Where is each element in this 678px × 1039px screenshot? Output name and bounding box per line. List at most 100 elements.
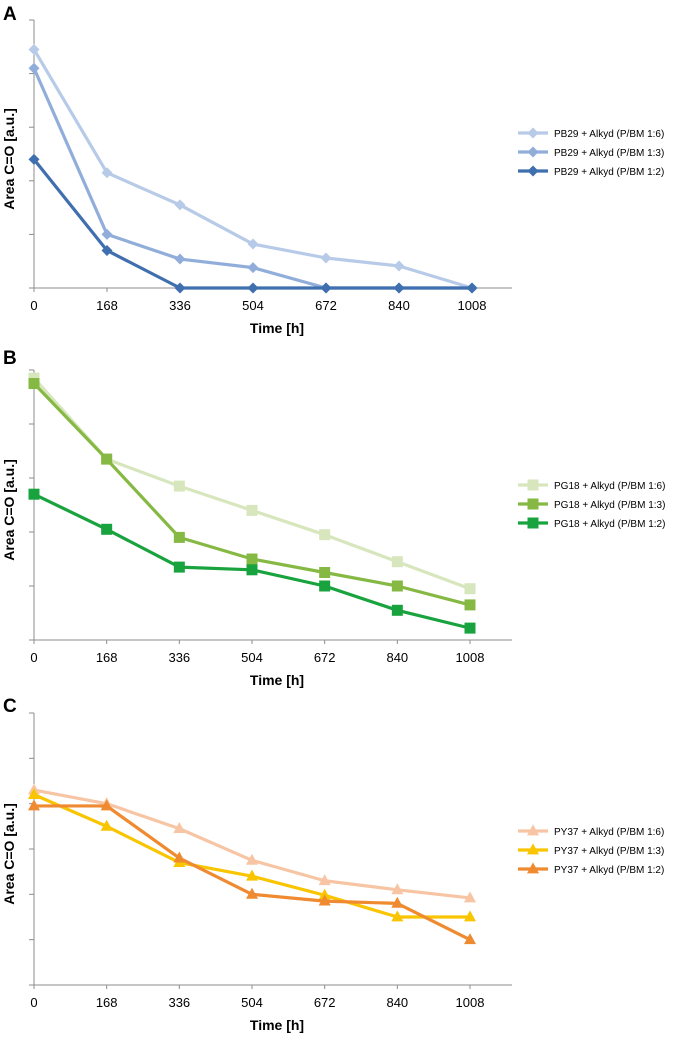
data-point [246,869,258,881]
legend-label: PY37 + Alkyd (P/BM 1:2) [554,865,664,876]
data-point [247,262,259,274]
legend-item: PY37 + Alkyd (P/BM 1:2) [518,862,664,876]
x-tick-label: 168 [96,298,118,313]
y-axis-title: Area C=O [a.u.] [1,803,17,905]
data-point [466,282,478,294]
series-2 [28,62,478,294]
data-point [101,453,113,465]
data-point [320,282,332,294]
data-point [318,874,331,886]
x-tick-label: 840 [388,298,410,313]
data-point [174,199,186,211]
x-tick-label: 504 [241,650,263,665]
data-point [173,561,185,573]
data-point [173,822,186,833]
x-tick-label: 504 [242,298,264,313]
legend-item: PG18 + Alkyd (P/BM 1:3) [518,498,665,511]
data-point [173,851,186,863]
panel-a: A 0 168 336 504 672 840 1008 Time [h] Area C=O [… [1,4,664,336]
data-point [174,253,186,265]
data-point [247,282,259,294]
panel-letter-c: C [3,696,17,717]
data-point [319,567,331,578]
panel-b: B 0 168 336 504 672 840 1008 Time [h] Area C=O [… [1,348,665,688]
data-point [101,244,113,256]
legend-item: PY37 + Alkyd (P/BM 1:6) [518,824,664,838]
x-axis-title: Time [h] [250,1017,304,1033]
panel-c: C 0 168 336 504 672 840 1008 Time [h] Area C=O [… [1,696,664,1033]
data-point [319,529,331,541]
x-tick-label: 168 [96,650,118,665]
data-point [464,583,476,595]
data-point [391,896,404,908]
data-point [28,62,40,74]
legend-swatch-marker [527,498,539,510]
data-point [173,531,185,543]
data-point [246,504,258,516]
legend-item: PB29 + Alkyd (P/BM 1:6) [518,127,664,140]
data-point [391,910,404,922]
data-point [393,282,405,294]
x-tick-label: 1008 [458,298,487,313]
data-point [391,604,403,616]
data-point [464,910,476,922]
series-1 [28,43,478,294]
legend-item: PG18 + Alkyd (P/BM 1:2) [518,517,665,530]
legend-swatch-marker [527,843,539,855]
data-point [464,622,476,634]
legend-label: PG18 + Alkyd (P/BM 1:2) [554,519,665,530]
series-2 [28,788,476,922]
series-3 [28,488,476,634]
legend-swatch-marker [527,862,539,874]
legend-item: PB29 + Alkyd (P/BM 1:2) [518,165,664,178]
data-point [246,853,258,865]
data-point [318,888,331,900]
data-point [464,933,476,945]
legend-label: PB29 + Alkyd (P/BM 1:2) [554,167,664,178]
data-point [28,378,40,389]
legend: PY37 + Alkyd (P/BM 1:6) PY37 + Alkyd (P/B… [518,824,664,876]
legend-label: PB29 + Alkyd (P/BM 1:3) [554,148,664,159]
data-point [318,894,331,906]
data-point [28,43,40,55]
data-point [319,580,331,592]
legend-item: PG18 + Alkyd (P/BM 1:6) [518,479,665,492]
series-3 [28,153,478,294]
data-point [246,887,258,899]
x-axis-title: Time [h] [250,320,304,336]
x-tick-label: 336 [168,650,190,665]
x-axis-title: Time [h] [250,672,304,688]
x-tick-label: 672 [314,995,336,1010]
series-2 [28,378,476,611]
data-point [101,167,113,179]
series-3 [28,799,476,945]
data-point [28,153,40,165]
legend-swatch-marker [527,517,539,529]
data-point [174,282,186,294]
y-axis-title: Area C=O [a.u.] [1,459,17,561]
data-point [247,238,259,250]
x-tick-label: 336 [168,995,190,1010]
data-point [173,480,185,492]
legend-swatch-marker [527,824,539,836]
panel-letter-a: A [3,4,17,25]
legend-label: PG18 + Alkyd (P/BM 1:6) [554,481,665,492]
x-tick-label: 168 [96,995,118,1010]
data-point [391,580,403,592]
x-tick-label: 504 [241,995,263,1010]
data-point [101,228,113,240]
series-1 [28,783,476,903]
data-point [464,891,476,903]
data-point [28,799,40,811]
data-point [391,556,403,568]
x-tick-label: 1008 [456,650,485,665]
legend-swatch-marker [527,146,539,158]
legend-label: PG18 + Alkyd (P/BM 1:3) [554,500,665,511]
data-point [100,799,113,811]
y-axis-title: Area C=O [a.u.] [1,108,17,210]
legend-item: PY37 + Alkyd (P/BM 1:3) [518,843,664,857]
data-point [246,564,258,576]
data-point [28,488,40,500]
data-point [246,553,258,565]
